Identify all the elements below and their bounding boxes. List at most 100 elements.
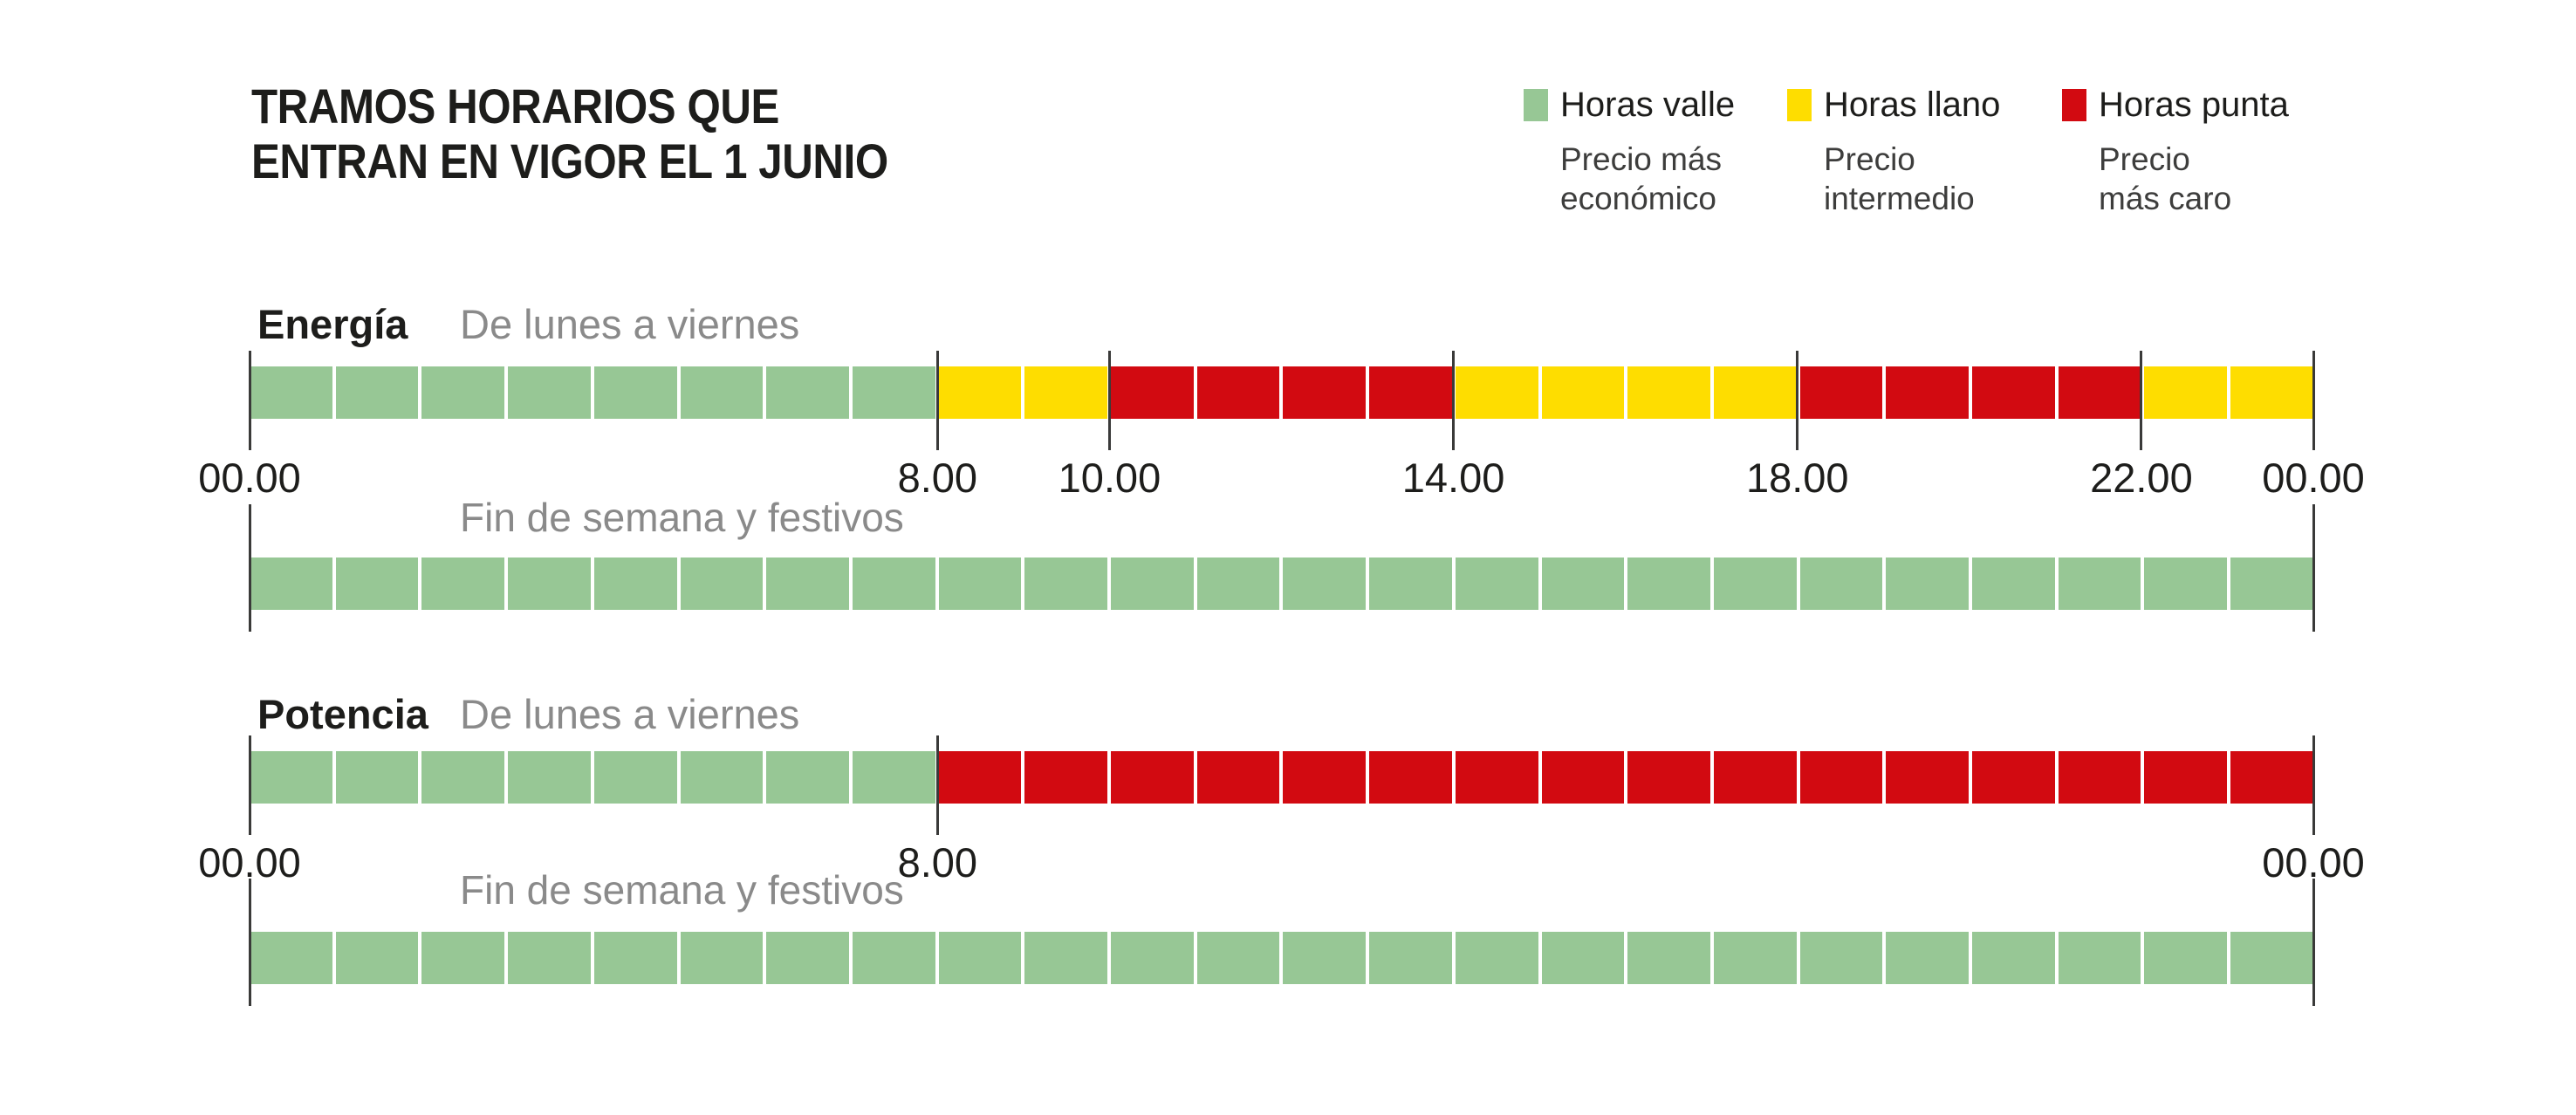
time-axis: 00.00 8.00 10.00 14.00 18.00 22.00 00.00 [198, 454, 2365, 501]
hour-cell-valle [763, 558, 849, 610]
weekend-row-label: Fin de semana y festivos [460, 495, 904, 540]
tick-mark [1452, 351, 1456, 450]
punta-color-swatch [2062, 89, 2086, 121]
section-name: Energía [257, 301, 408, 347]
chart-title-line1: TRAMOS HORARIOS QUE [251, 79, 779, 133]
axis-label: 10.00 [1058, 455, 1161, 501]
hour-cell-valle [1882, 932, 1970, 984]
axis-label: 00.00 [198, 839, 301, 886]
legend-item-llano: Horas llano Precio intermedio [1787, 86, 2000, 218]
tick-mark [2312, 504, 2315, 632]
hour-cell-valle [2141, 558, 2228, 610]
hour-cell-valle [676, 366, 764, 419]
hour-cell-valle [590, 366, 677, 419]
hour-cell-valle [250, 932, 332, 984]
hour-cell-valle [2054, 932, 2141, 984]
legend-label-valle: Horas valle [1560, 86, 1736, 124]
tick-mark [1107, 351, 1111, 450]
hour-cell-valle [332, 366, 419, 419]
hour-cell-valle [590, 932, 677, 984]
hour-cell-punta [1969, 751, 2055, 804]
hour-cell-valle [1366, 558, 1452, 610]
energia-weekday-bar: 00.00 8.00 10.00 14.00 18.00 22.00 00.00 [198, 351, 2365, 501]
hour-cell-punta [1796, 366, 1883, 419]
weekend-row-label: Fin de semana y festivos [460, 867, 904, 913]
hour-cell-valle [250, 366, 332, 419]
hour-cell-punta [1969, 366, 2055, 419]
chart-title: TRAMOS HORARIOS QUE ENTRAN EN VIGOR EL 1… [251, 79, 888, 188]
hour-cell-llano [935, 366, 1022, 419]
hour-cell-valle [1538, 558, 1625, 610]
tick-mark [1796, 351, 1799, 450]
axis-label: 8.00 [897, 839, 978, 886]
hour-cell-valle [1366, 932, 1452, 984]
hour-cell-punta [1538, 751, 1625, 804]
chart-title-line2: ENTRAN EN VIGOR EL 1 JUNIO [251, 133, 888, 188]
hour-cell-punta [1624, 751, 1710, 804]
legend-label-llano: Horas llano [1824, 86, 2001, 124]
tick-mark [935, 351, 939, 450]
valle-color-swatch [1524, 89, 1548, 121]
section-header-potencia: Potencia De lunes a viernes [257, 690, 799, 738]
hour-cell-valle [1451, 932, 1538, 984]
legend-label-punta: Horas punta [2099, 86, 2289, 124]
hour-cell-valle [1969, 932, 2055, 984]
tick-mark [2312, 735, 2315, 835]
hour-cell-valle [763, 366, 849, 419]
hour-cell-valle [676, 751, 764, 804]
hour-cell-llano [1709, 366, 1797, 419]
hour-cell-valle [332, 558, 419, 610]
tick-mark [248, 504, 251, 632]
hour-cell-llano [2141, 366, 2228, 419]
hour-cell-valle [1279, 932, 1367, 984]
hour-cell-valle [2227, 558, 2313, 610]
hour-cell-llano [2227, 366, 2313, 419]
hour-cell-valle [590, 558, 677, 610]
hour-cell-valle [1107, 558, 1194, 610]
legend-head: Horas llano [1787, 86, 2000, 125]
hour-cell-valle [1969, 558, 2055, 610]
hour-cell-valle [1193, 932, 1280, 984]
legend-description-valle: Precio más económico [1560, 141, 1723, 216]
hour-cell-valle [1624, 558, 1710, 610]
axis-label: 00.00 [198, 455, 301, 501]
tick-mark [2312, 879, 2315, 1006]
hour-cell-valle [418, 932, 505, 984]
hour-cell-valle [935, 558, 1022, 610]
hour-cell-valle [848, 558, 935, 610]
hour-cell-valle [1107, 932, 1194, 984]
time-axis: 00.00 8.00 00.00 [198, 838, 2365, 886]
hour-cell-valle [2054, 558, 2141, 610]
legend-description-punta: Precio más caro [2099, 141, 2232, 216]
hour-cell-punta [2054, 366, 2141, 419]
hour-cell-valle [332, 751, 419, 804]
section-header-energia: Energía De lunes a viernes [257, 300, 799, 348]
hour-cell-valle [848, 366, 935, 419]
hour-cell-valle [1193, 558, 1280, 610]
hour-cell-valle [2227, 932, 2313, 984]
hour-cell-valle [418, 558, 505, 610]
hour-cell-llano [1538, 366, 1625, 419]
hour-cell-valle [2141, 932, 2228, 984]
hour-cell-valle [418, 366, 505, 419]
hour-cell-valle [763, 932, 849, 984]
hour-cell-valle [1279, 558, 1367, 610]
hour-cell-valle [1882, 558, 1970, 610]
hour-cell-valle [332, 932, 419, 984]
legend-item-punta: Horas punta Precio más caro [2062, 86, 2289, 218]
energia-weekend-bar [248, 504, 2315, 632]
hour-cell-punta [1366, 751, 1452, 804]
hour-cell-punta [1193, 751, 1280, 804]
hour-cell-llano [1451, 366, 1538, 419]
legend-item-valle: Horas valle Precio más económico [1524, 86, 1735, 218]
hour-cell-valle [1538, 932, 1625, 984]
hour-cell-punta [1107, 751, 1194, 804]
hour-cell-punta [1882, 751, 1970, 804]
hour-cell-valle [1021, 932, 1108, 984]
hour-cell-llano [1624, 366, 1710, 419]
hour-cell-punta [1882, 366, 1970, 419]
axis-label: 00.00 [2262, 455, 2365, 501]
hour-cell-punta [1279, 751, 1367, 804]
tick-mark [248, 735, 251, 835]
hour-cell-valle [504, 558, 591, 610]
